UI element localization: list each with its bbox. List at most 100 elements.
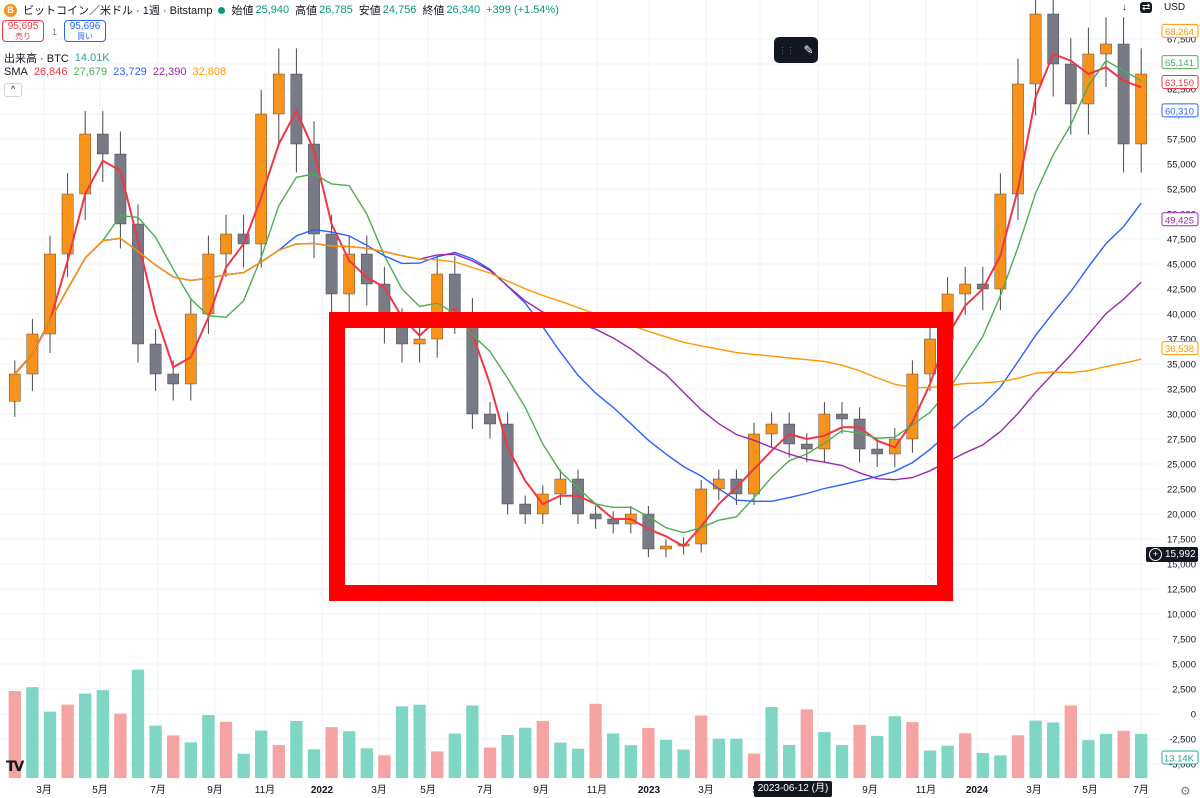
- candle-body[interactable]: [695, 488, 708, 545]
- volume-bar: [114, 713, 127, 778]
- candle-body[interactable]: [501, 423, 514, 505]
- sma-legend[interactable]: SMA 26,846 27,679 23,729 22,390 32,808: [4, 66, 226, 78]
- price-tag-label: 60,310: [1165, 106, 1194, 117]
- candle-body[interactable]: [959, 283, 972, 295]
- candle-body[interactable]: [308, 143, 320, 235]
- volume-bar: [730, 738, 743, 778]
- candle-body[interactable]: [660, 545, 672, 550]
- candle-body[interactable]: [589, 513, 602, 520]
- candle-body[interactable]: [853, 418, 866, 450]
- candle-body[interactable]: [836, 413, 848, 420]
- volume-legend[interactable]: 出来高 · BTC 14.01K: [4, 50, 110, 66]
- buy-button[interactable]: 95,696 買い: [64, 20, 106, 42]
- candle-body[interactable]: [325, 233, 338, 295]
- candle-body[interactable]: [712, 478, 725, 490]
- price-tick-label: 40,000: [1167, 310, 1196, 321]
- volume-bar: [448, 733, 461, 778]
- candle-body[interactable]: [1012, 83, 1024, 195]
- candle-body[interactable]: [8, 373, 21, 402]
- high-label: 高値: [295, 5, 318, 17]
- candle-body[interactable]: [413, 338, 426, 345]
- price-tick-label: 22,500: [1167, 485, 1196, 496]
- volume-bar: [501, 734, 514, 778]
- collapse-legend-button[interactable]: ^: [4, 83, 22, 97]
- change-value: +399 (+1.54%): [486, 4, 559, 16]
- candle-body[interactable]: [554, 478, 567, 495]
- sma-value-1: 26,846: [33, 66, 68, 78]
- candle-body[interactable]: [871, 448, 884, 455]
- candle-body[interactable]: [519, 503, 532, 515]
- candle-body[interactable]: [484, 413, 496, 425]
- sell-price: 95,695: [7, 21, 39, 32]
- volume-bar: [747, 753, 761, 778]
- volume-bar: [1099, 733, 1113, 778]
- candle-body[interactable]: [44, 253, 56, 335]
- candle-body[interactable]: [272, 73, 285, 115]
- candle-body[interactable]: [431, 273, 444, 340]
- candle-body[interactable]: [1029, 13, 1042, 85]
- candle-body[interactable]: [220, 233, 232, 255]
- volume-bar: [466, 705, 479, 778]
- add-alert-icon[interactable]: +: [1149, 548, 1162, 561]
- time-tick-label: 7月: [477, 784, 493, 796]
- price-tick-label: 62,500: [1167, 85, 1196, 96]
- candle-body[interactable]: [167, 373, 180, 385]
- tradingview-logo[interactable]: TV: [6, 759, 24, 775]
- candle-body[interactable]: [96, 133, 109, 155]
- symbol-title[interactable]: ビットコイン／米ドル · 1週 · Bitstamp: [23, 5, 213, 17]
- candle-body[interactable]: [994, 193, 1007, 290]
- download-icon[interactable]: ↓: [1122, 2, 1127, 13]
- candle-body[interactable]: [924, 338, 936, 375]
- sell-button[interactable]: 95,695 売り: [2, 20, 44, 42]
- candle-body[interactable]: [1117, 43, 1130, 145]
- price-tag-label: 68,264: [1165, 27, 1194, 38]
- candle-body[interactable]: [1064, 63, 1077, 105]
- volume-bar: [43, 711, 57, 778]
- sma-value-5: 32,808: [192, 66, 227, 78]
- volume-bar: [818, 732, 831, 778]
- volume-bar: [219, 721, 233, 778]
- candle-body[interactable]: [61, 193, 74, 255]
- close-label: 終値: [422, 5, 445, 17]
- price-tick-label: 37,500: [1167, 335, 1196, 346]
- price-tick-label: 47,500: [1167, 235, 1196, 246]
- currency-label[interactable]: USD: [1164, 2, 1186, 13]
- price-tag-label: 65,141: [1165, 58, 1194, 69]
- candle-body[interactable]: [906, 373, 919, 440]
- volume-bar: [378, 755, 391, 778]
- sma-line: [14, 59, 1142, 534]
- crosshair-price-label[interactable]: +15,992: [1146, 547, 1198, 562]
- candle-body[interactable]: [765, 423, 778, 435]
- volume-bar: [959, 733, 972, 778]
- price-tick-label: 57,500: [1167, 135, 1196, 146]
- price-tick-label: 30,000: [1167, 410, 1196, 421]
- candle-body[interactable]: [149, 343, 162, 375]
- sync-icon[interactable]: ⇄: [1140, 2, 1153, 13]
- buy-price: 95,696: [69, 21, 101, 32]
- volume-bar: [184, 742, 197, 778]
- candle-body[interactable]: [184, 313, 197, 385]
- volume-bar: [607, 733, 620, 778]
- price-tick-label: 7,500: [1172, 635, 1196, 646]
- candle-body[interactable]: [1100, 43, 1112, 55]
- candle-body[interactable]: [800, 443, 813, 450]
- candle-body[interactable]: [343, 253, 356, 295]
- price-tick-label: 35,000: [1167, 360, 1196, 371]
- sma-value-4: 22,390: [152, 66, 187, 78]
- candle-body[interactable]: [360, 253, 373, 285]
- volume-bar: [8, 691, 21, 778]
- candle-body[interactable]: [1135, 73, 1148, 145]
- time-tick-label: 9月: [207, 784, 223, 796]
- time-tick-label: 5月: [420, 784, 436, 796]
- high-value: 26,785: [319, 4, 353, 16]
- candle-body[interactable]: [132, 223, 144, 345]
- candle-body[interactable]: [818, 413, 831, 450]
- drag-handle-icon[interactable]: ⋮⋮: [778, 45, 795, 55]
- brush-icon[interactable]: ✎: [803, 43, 814, 57]
- settings-icon[interactable]: ⚙: [1180, 784, 1191, 798]
- candle-body[interactable]: [1082, 53, 1095, 105]
- candle-body[interactable]: [1047, 13, 1060, 65]
- candle-body[interactable]: [202, 253, 215, 315]
- candle-body[interactable]: [255, 113, 268, 245]
